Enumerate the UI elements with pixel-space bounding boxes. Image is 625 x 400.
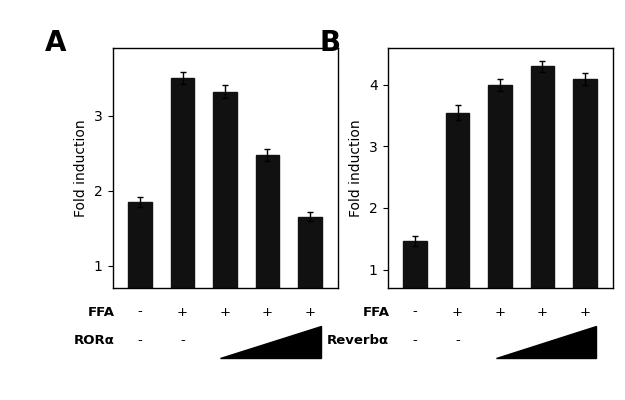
Text: Reverbα: Reverbα — [328, 334, 389, 347]
Bar — [128, 202, 152, 340]
Bar — [298, 217, 322, 340]
Text: +: + — [262, 306, 273, 318]
Text: -: - — [455, 334, 460, 347]
Text: -: - — [138, 334, 142, 347]
Bar — [488, 85, 512, 331]
Text: -: - — [412, 306, 418, 318]
Text: A: A — [45, 29, 66, 57]
Bar — [531, 66, 554, 331]
Text: -: - — [138, 306, 142, 318]
Text: B: B — [320, 29, 341, 57]
Y-axis label: Fold induction: Fold induction — [349, 119, 363, 217]
Text: +: + — [219, 306, 231, 318]
Text: FFA: FFA — [88, 306, 114, 318]
Bar — [213, 92, 237, 340]
Text: +: + — [452, 306, 463, 318]
Bar — [403, 241, 427, 331]
Polygon shape — [496, 326, 596, 358]
Text: -: - — [412, 334, 418, 347]
Bar — [446, 113, 469, 331]
Polygon shape — [221, 326, 321, 358]
Bar — [573, 79, 597, 331]
Text: +: + — [304, 306, 316, 318]
Text: -: - — [180, 334, 185, 347]
Bar — [256, 155, 279, 340]
Text: +: + — [494, 306, 506, 318]
Text: FFA: FFA — [362, 306, 389, 318]
Y-axis label: Fold induction: Fold induction — [74, 119, 88, 217]
Text: +: + — [579, 306, 591, 318]
Bar — [171, 78, 194, 340]
Text: +: + — [537, 306, 548, 318]
Text: RORα: RORα — [74, 334, 114, 347]
Text: +: + — [177, 306, 188, 318]
